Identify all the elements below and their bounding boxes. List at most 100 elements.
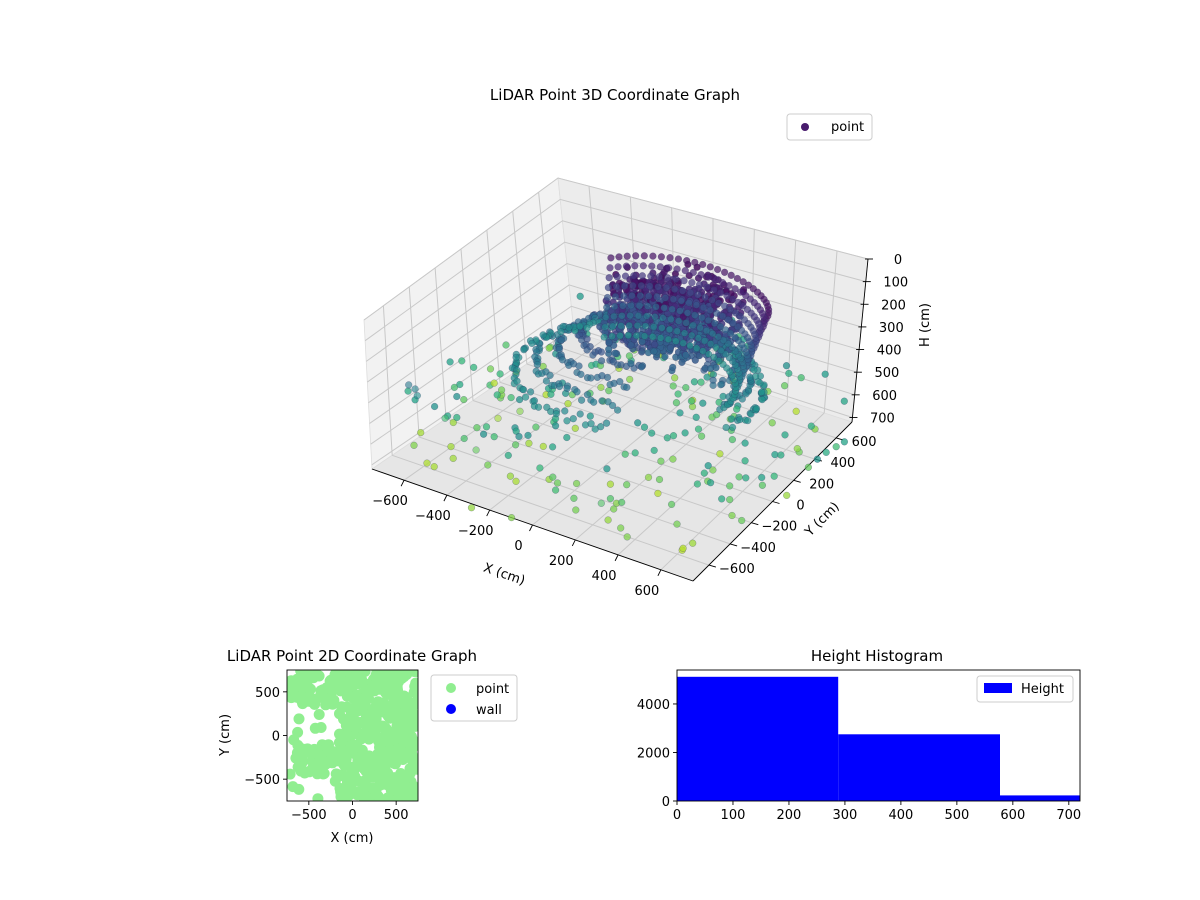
scatter-point	[350, 786, 362, 798]
scatter-point	[472, 446, 480, 454]
scatter-point	[398, 671, 410, 683]
scatter-point	[673, 327, 681, 335]
scatter-point	[341, 759, 353, 771]
scatter-point	[716, 289, 725, 297]
scatter-point	[551, 422, 560, 430]
scatter-point	[460, 434, 468, 443]
x-axis-label: X (cm)	[331, 831, 374, 846]
scatter-point	[638, 272, 646, 280]
scatter-point	[726, 305, 735, 314]
scatter-point	[668, 305, 676, 313]
scatter-point	[664, 335, 673, 344]
scatter-point	[473, 424, 481, 432]
scatter-point	[430, 463, 438, 471]
scatter-point	[683, 309, 692, 317]
scatter-point	[610, 302, 619, 311]
scatter-point	[470, 363, 478, 372]
scatter-point	[813, 455, 822, 463]
scatter-point	[780, 382, 789, 390]
scatter-point	[622, 262, 631, 270]
scatter-point	[586, 412, 594, 420]
scatter-point	[821, 370, 829, 378]
scatter-point	[674, 255, 683, 263]
scatter-point	[731, 309, 740, 317]
scatter-point	[729, 319, 737, 327]
scatter-point	[701, 293, 709, 302]
scatter-point	[689, 321, 697, 329]
scatter-point	[536, 464, 544, 472]
scatter-point	[576, 292, 584, 300]
scatter-series-point-2d	[287, 670, 418, 801]
scatter-point	[640, 332, 649, 340]
scatter-point	[528, 339, 536, 348]
scatter-point	[631, 449, 639, 457]
tick-marks-hist: 0 100 200 300 400 500 600 700 0 2000 4000	[637, 698, 1081, 823]
y-tick	[729, 543, 738, 547]
scatter-point	[539, 331, 547, 339]
y-axis-label: Y (cm)	[218, 714, 233, 757]
x-tick	[657, 569, 662, 577]
z-tick-label: 100	[883, 276, 908, 291]
scatter-point	[496, 370, 504, 378]
scatter-point	[600, 333, 608, 341]
scatter-point	[685, 299, 693, 307]
x-tick-label: 200	[549, 554, 574, 569]
scatter-point	[793, 444, 801, 453]
scatter-point	[626, 375, 634, 384]
scatter-point	[699, 260, 707, 269]
scatter-point	[659, 314, 667, 322]
scatter-point	[768, 419, 776, 427]
scatter-point	[697, 432, 706, 440]
scatter-point	[597, 383, 605, 392]
scatter-point	[575, 362, 583, 370]
scatter-point	[720, 268, 729, 276]
scatter-point	[677, 297, 685, 305]
scatter-point	[627, 301, 635, 310]
scatter-point	[605, 338, 613, 347]
scatter-point	[409, 756, 418, 768]
scatter-point	[423, 459, 431, 467]
scatter-point	[676, 409, 684, 417]
scatter-point	[692, 413, 700, 421]
scatter-point	[723, 292, 731, 300]
scatter-point	[840, 397, 848, 405]
scatter-point	[573, 388, 581, 396]
histogram-chart: Height Histogram 0 100 200 300 400 500 600 7000…	[637, 647, 1081, 823]
legend-marker-point	[446, 683, 456, 693]
scatter-point	[449, 418, 457, 427]
scatter-point	[597, 423, 605, 431]
scatter-point	[623, 481, 631, 489]
scatter-point	[385, 734, 397, 746]
scatter-point	[563, 433, 571, 442]
scatter-point	[633, 321, 642, 330]
scatter-point	[583, 346, 591, 354]
scatter-point	[576, 410, 584, 418]
scatter-point	[655, 475, 664, 484]
scatter-point	[697, 378, 705, 386]
scatter-point	[360, 765, 372, 777]
scatter-point	[650, 323, 658, 331]
scatter-point	[728, 423, 737, 432]
y-tick	[772, 501, 780, 504]
scatter-point	[670, 285, 679, 293]
tick-marks-2d: −500 0 500 −500 0 500	[244, 686, 408, 823]
grid-line-z	[369, 284, 858, 424]
scatter-point	[395, 751, 407, 763]
scatter-point	[515, 395, 524, 404]
scatter-point	[647, 272, 655, 280]
scatter-point	[587, 420, 595, 428]
scatter-point	[404, 387, 412, 395]
scatter-point	[620, 292, 628, 300]
grid-line-y	[392, 454, 710, 566]
x-axis-label: X (cm)	[481, 561, 527, 589]
scatter-point	[621, 272, 630, 280]
scatter-point	[402, 789, 414, 801]
scatter-point	[709, 466, 717, 474]
scatter-point	[611, 349, 619, 357]
y-tick-label: 600	[852, 435, 877, 450]
scatter-point	[502, 341, 510, 349]
scatter-point	[287, 768, 296, 780]
grid-line-z	[365, 220, 864, 362]
scatter-point	[583, 390, 592, 399]
scatter-point	[704, 316, 713, 325]
